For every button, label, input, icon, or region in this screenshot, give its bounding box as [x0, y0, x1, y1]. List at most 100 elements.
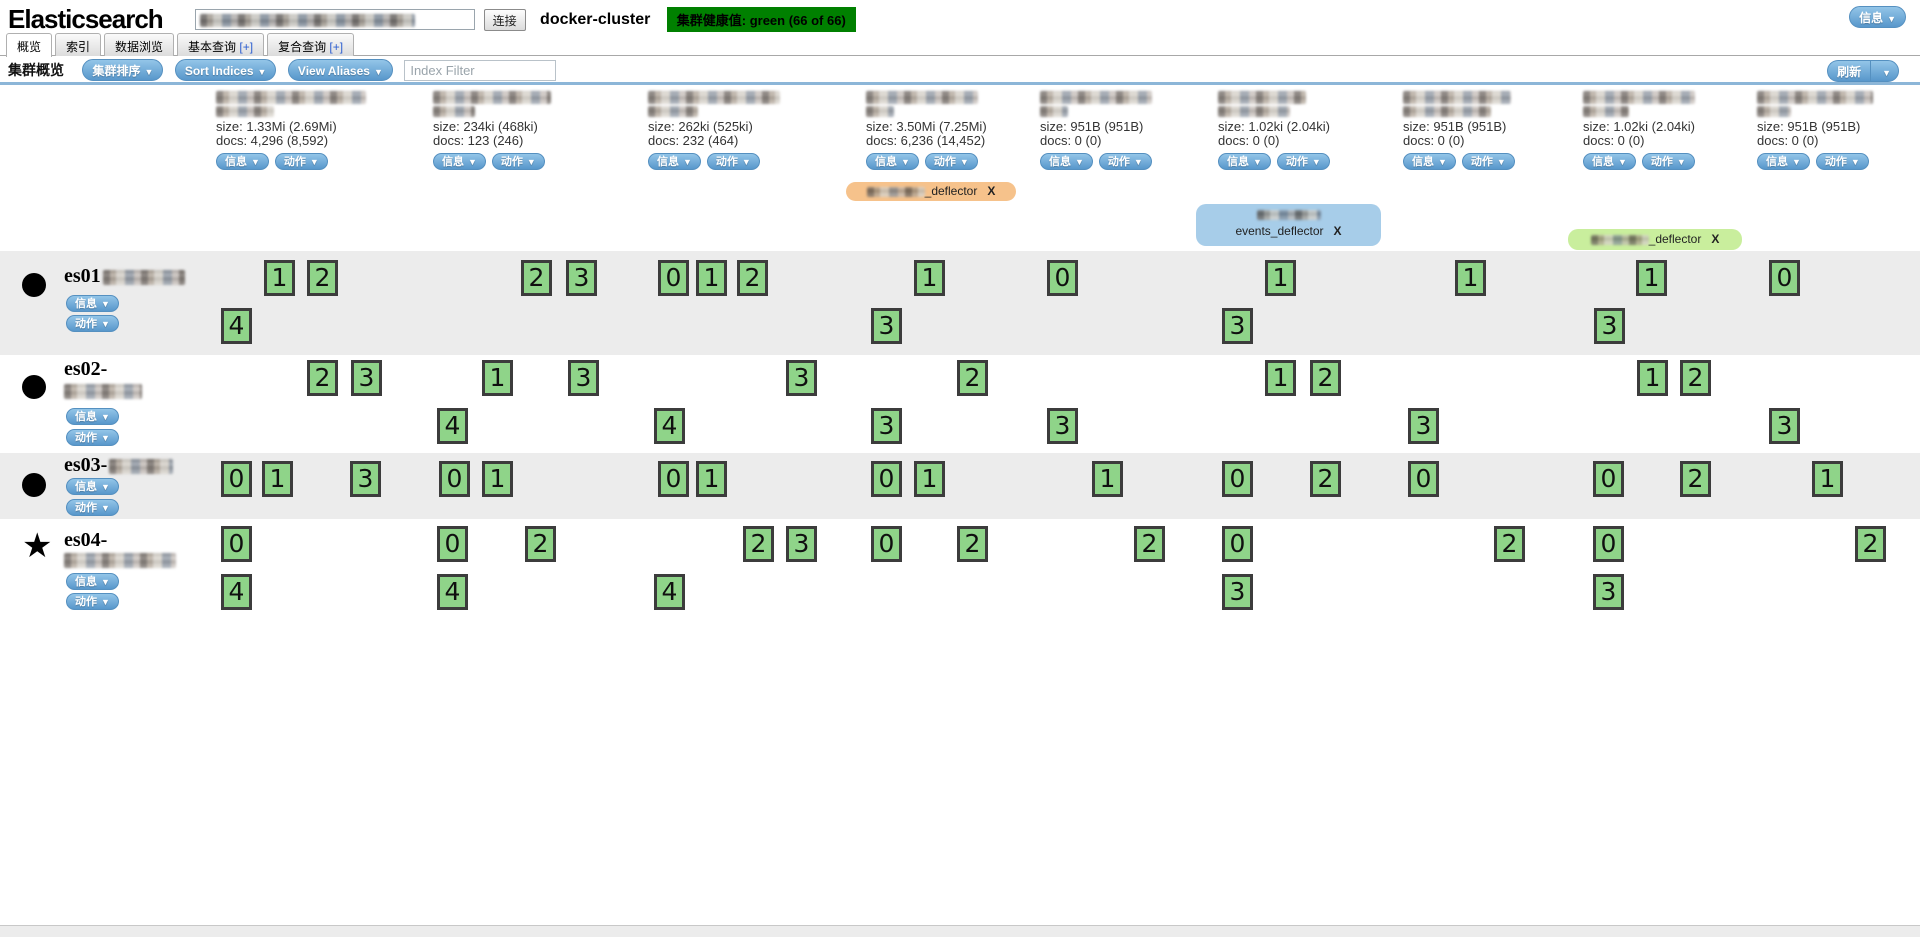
shard-box[interactable]: 0 — [1222, 461, 1253, 497]
index-action-button[interactable]: 动作 ▼ — [1461, 153, 1515, 171]
index-action-button[interactable]: 动作 ▼ — [1815, 153, 1869, 171]
shard-box[interactable]: 0 — [1593, 461, 1624, 497]
refresh-button[interactable]: 刷新 — [1827, 60, 1871, 82]
alias-tag[interactable]: _deflector X — [1568, 229, 1742, 250]
index-action-button[interactable]: 动作 ▼ — [1276, 153, 1330, 171]
view-aliases-button[interactable]: View Aliases ▼ — [287, 59, 393, 81]
shard-box[interactable]: 4 — [437, 574, 468, 610]
node-info-button[interactable]: 信息 ▼ — [66, 408, 119, 425]
index-action-button[interactable]: 动作 ▼ — [1641, 153, 1695, 171]
tab-索引[interactable]: 索引 — [55, 33, 102, 56]
shard-box[interactable]: 2 — [307, 360, 338, 396]
shard-box[interactable]: 0 — [658, 260, 689, 296]
index-info-button[interactable]: 信息 ▼ — [866, 153, 919, 171]
shard-box[interactable]: 1 — [482, 461, 513, 497]
shard-box[interactable]: 3 — [1594, 308, 1625, 344]
shard-box[interactable]: 3 — [1593, 574, 1624, 610]
index-info-button[interactable]: 信息 ▼ — [433, 153, 486, 171]
shard-box[interactable]: 3 — [1047, 408, 1078, 444]
node-action-button[interactable]: 动作 ▼ — [66, 429, 119, 446]
alias-tag[interactable]: events_deflector X — [1196, 204, 1381, 246]
node-action-button[interactable]: 动作 ▼ — [66, 499, 119, 516]
shard-box[interactable]: 0 — [437, 526, 468, 562]
index-info-button[interactable]: 信息 ▼ — [648, 153, 701, 171]
shard-box[interactable]: 0 — [439, 461, 470, 497]
header-info-button[interactable]: 信息 ▼ — [1849, 6, 1906, 28]
shard-box[interactable]: 4 — [654, 408, 685, 444]
shard-box[interactable]: 4 — [221, 574, 252, 610]
sort-cluster-button[interactable]: 集群排序 ▼ — [82, 59, 164, 81]
shard-box[interactable]: 1 — [1812, 461, 1843, 497]
shard-box[interactable]: 4 — [437, 408, 468, 444]
shard-box[interactable]: 3 — [1222, 308, 1253, 344]
alias-close-icon[interactable]: X — [987, 184, 996, 198]
shard-box[interactable]: 2 — [957, 360, 988, 396]
shard-box[interactable]: 1 — [1092, 461, 1123, 497]
shard-box[interactable]: 4 — [221, 308, 252, 344]
node-action-button[interactable]: 动作 ▼ — [66, 315, 119, 332]
shard-box[interactable]: 1 — [1637, 360, 1668, 396]
refresh-dropdown-button[interactable]: ▼ — [1870, 60, 1899, 82]
shard-box[interactable]: 2 — [1134, 526, 1165, 562]
shard-box[interactable]: 1 — [1265, 260, 1296, 296]
shard-box[interactable]: 1 — [262, 461, 293, 497]
index-info-button[interactable]: 信息 ▼ — [1757, 153, 1810, 171]
index-info-button[interactable]: 信息 ▼ — [1040, 153, 1093, 171]
index-action-button[interactable]: 动作 ▼ — [491, 153, 545, 171]
shard-box[interactable]: 1 — [914, 260, 945, 296]
shard-box[interactable]: 2 — [737, 260, 768, 296]
index-action-button[interactable]: 动作 ▼ — [706, 153, 760, 171]
shard-box[interactable]: 3 — [566, 260, 597, 296]
shard-box[interactable]: 2 — [1494, 526, 1525, 562]
index-action-button[interactable]: 动作 ▼ — [924, 153, 978, 171]
shard-box[interactable]: 1 — [482, 360, 513, 396]
shard-box[interactable]: 1 — [1455, 260, 1486, 296]
shard-box[interactable]: 1 — [1636, 260, 1667, 296]
shard-box[interactable]: 2 — [1855, 526, 1886, 562]
shard-box[interactable]: 2 — [1680, 360, 1711, 396]
shard-box[interactable]: 0 — [871, 526, 902, 562]
shard-box[interactable]: 0 — [1769, 260, 1800, 296]
shard-box[interactable]: 0 — [1222, 526, 1253, 562]
shard-box[interactable]: 2 — [1680, 461, 1711, 497]
index-info-button[interactable]: 信息 ▼ — [1583, 153, 1636, 171]
shard-box[interactable]: 2 — [1310, 461, 1341, 497]
shard-box[interactable]: 3 — [350, 461, 381, 497]
index-action-button[interactable]: 动作 ▼ — [274, 153, 328, 171]
shard-box[interactable]: 0 — [1047, 260, 1078, 296]
shard-box[interactable]: 2 — [307, 260, 338, 296]
shard-box[interactable]: 4 — [654, 574, 685, 610]
index-info-button[interactable]: 信息 ▼ — [1403, 153, 1456, 171]
index-info-button[interactable]: 信息 ▼ — [1218, 153, 1271, 171]
shard-box[interactable]: 0 — [658, 461, 689, 497]
shard-box[interactable]: 1 — [696, 461, 727, 497]
shard-box[interactable]: 1 — [696, 260, 727, 296]
shard-box[interactable]: 1 — [914, 461, 945, 497]
shard-box[interactable]: 2 — [743, 526, 774, 562]
shard-box[interactable]: 3 — [786, 526, 817, 562]
connect-button[interactable]: 连接 — [483, 8, 526, 31]
shard-box[interactable]: 3 — [871, 408, 902, 444]
alias-close-icon[interactable]: X — [1711, 232, 1720, 246]
shard-box[interactable]: 0 — [221, 526, 252, 562]
shard-box[interactable]: 2 — [957, 526, 988, 562]
shard-box[interactable]: 3 — [568, 360, 599, 396]
shard-box[interactable]: 2 — [525, 526, 556, 562]
shard-box[interactable]: 1 — [1265, 360, 1296, 396]
shard-box[interactable]: 2 — [521, 260, 552, 296]
node-info-button[interactable]: 信息 ▼ — [66, 295, 119, 312]
shard-box[interactable]: 0 — [871, 461, 902, 497]
shard-box[interactable]: 3 — [1769, 408, 1800, 444]
index-info-button[interactable]: 信息 ▼ — [216, 153, 269, 171]
shard-box[interactable]: 3 — [351, 360, 382, 396]
shard-box[interactable]: 3 — [1408, 408, 1439, 444]
shard-box[interactable]: 1 — [264, 260, 295, 296]
node-action-button[interactable]: 动作 ▼ — [66, 593, 119, 610]
alias-tag[interactable]: _deflector X — [846, 182, 1016, 201]
tab-复合查询[interactable]: 复合查询 [+] — [267, 33, 355, 56]
shard-box[interactable]: 3 — [786, 360, 817, 396]
alias-close-icon[interactable]: X — [1333, 224, 1342, 238]
tab-基本查询[interactable]: 基本查询 [+] — [177, 33, 265, 56]
index-filter-input[interactable] — [404, 59, 557, 81]
shard-box[interactable]: 3 — [871, 308, 902, 344]
